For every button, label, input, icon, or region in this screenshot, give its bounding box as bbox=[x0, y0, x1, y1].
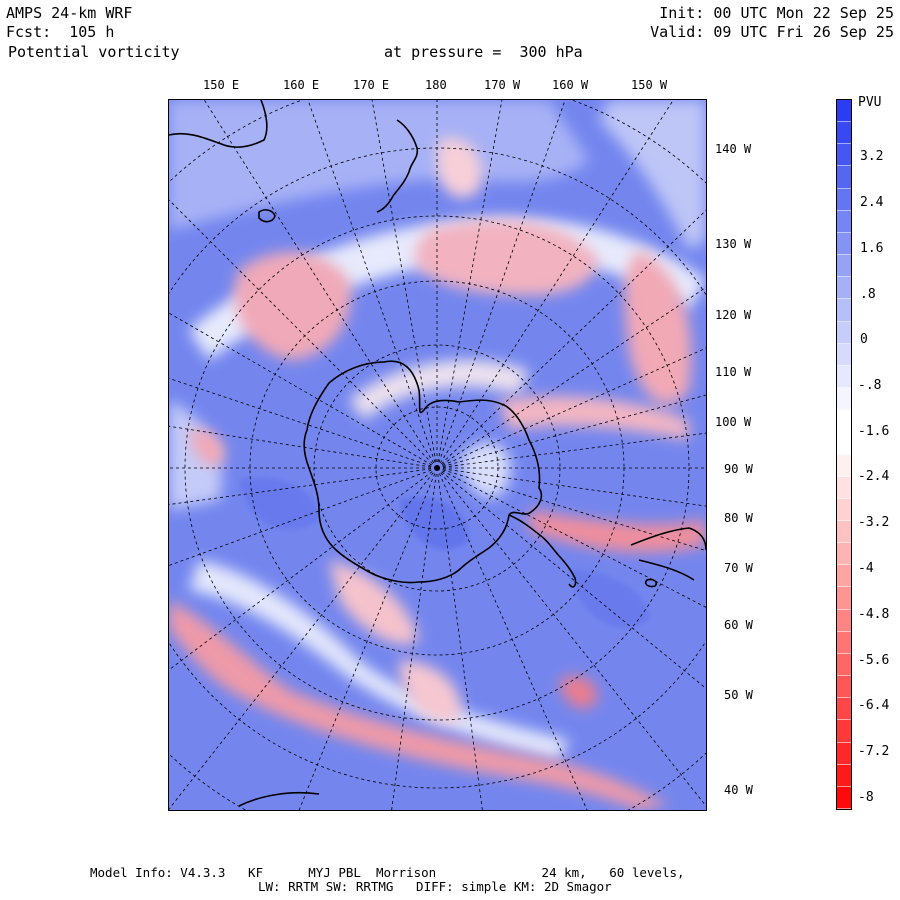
colorbar-label-1.6: 1.6 bbox=[860, 241, 884, 256]
colorbar-segment bbox=[837, 454, 851, 477]
colorbar-segment bbox=[837, 742, 851, 765]
colorbar-segment bbox=[837, 166, 851, 189]
australia-coastline bbox=[169, 100, 268, 148]
colorbar bbox=[836, 99, 852, 810]
pv-negative-areas bbox=[169, 138, 706, 810]
new-zealand-coastline bbox=[376, 119, 419, 213]
graticule-meridians bbox=[169, 100, 706, 810]
colorbar-label-neg2.4: -2.4 bbox=[858, 469, 890, 484]
colorbar-label-neg5.6: -5.6 bbox=[858, 653, 890, 668]
lon-label-170w: 170 W bbox=[484, 78, 521, 92]
colorbar-segment bbox=[837, 144, 851, 167]
colorbar-label-neg7.2: -7.2 bbox=[858, 744, 890, 759]
valid-time: Valid: 09 UTC Fri 26 Sep 25 bbox=[650, 23, 894, 41]
colorbar-label-3.2: 3.2 bbox=[860, 149, 884, 164]
lon-label-160e: 160 E bbox=[283, 78, 320, 92]
colorbar-segment bbox=[837, 210, 851, 233]
colorbar-unit: PVU bbox=[858, 95, 882, 110]
lon-label-140w: 140 W bbox=[715, 142, 752, 156]
colorbar-segment bbox=[837, 476, 851, 499]
colorbar-segment bbox=[837, 388, 851, 411]
colorbar-segment bbox=[837, 609, 851, 632]
colorbar-segment bbox=[837, 676, 851, 699]
lon-label-50w: 50 W bbox=[724, 688, 753, 702]
physics-info-line: LW: RRTM SW: RRTMG DIFF: simple KM: 2D S… bbox=[258, 879, 612, 894]
lon-label-180: 180 bbox=[425, 78, 447, 92]
colorbar-segment bbox=[837, 343, 851, 366]
colorbar-label-neg1.6: -1.6 bbox=[858, 424, 890, 439]
pv-strong-positive-areas bbox=[239, 477, 649, 628]
colorbar-segment bbox=[837, 720, 851, 743]
colorbar-segment bbox=[837, 100, 851, 123]
colorbar-label-neg8: -8 bbox=[858, 790, 874, 805]
colorbar-label-neg4.8: -4.8 bbox=[858, 607, 890, 622]
forecast-hour: Fcst: 105 h bbox=[6, 23, 115, 41]
colorbar-segment bbox=[837, 520, 851, 544]
colorbar-label-0.8: .8 bbox=[860, 287, 876, 302]
colorbar-label-2.4: 2.4 bbox=[860, 195, 884, 210]
potential-vorticity-map bbox=[168, 99, 707, 811]
colorbar-segment bbox=[837, 277, 851, 300]
colorbar-label-0: 0 bbox=[860, 332, 868, 347]
lon-label-90w: 90 W bbox=[724, 462, 753, 476]
lon-label-150e: 150 E bbox=[203, 78, 240, 92]
colorbar-segment bbox=[837, 631, 851, 654]
lon-label-160w: 160 W bbox=[552, 78, 589, 92]
falklands-coastline bbox=[644, 578, 658, 588]
colorbar-segment bbox=[837, 543, 851, 566]
init-time: Init: 00 UTC Mon 22 Sep 25 bbox=[659, 4, 894, 22]
lon-label-100w: 100 W bbox=[715, 415, 752, 429]
colorbar-label-neg6.4: -6.4 bbox=[858, 698, 890, 713]
lon-label-80w: 80 W bbox=[724, 511, 753, 525]
colorbar-label-neg4: -4 bbox=[858, 561, 874, 576]
colorbar-segment bbox=[837, 255, 851, 278]
antarctica-bottom-coastline bbox=[238, 791, 320, 807]
colorbar-segment bbox=[837, 365, 851, 389]
lon-label-70w: 70 W bbox=[724, 561, 753, 575]
south-america-coastline bbox=[630, 527, 706, 581]
field-name: Potential vorticity bbox=[8, 43, 180, 61]
colorbar-segment bbox=[837, 565, 851, 588]
lon-label-120w: 120 W bbox=[715, 308, 752, 322]
map-canvas bbox=[169, 100, 706, 810]
colorbar-segment bbox=[837, 232, 851, 256]
colorbar-segment bbox=[837, 188, 851, 211]
colorbar-segment bbox=[837, 498, 851, 521]
lon-label-110w: 110 W bbox=[715, 365, 752, 379]
colorbar-label-neg0.8: -.8 bbox=[858, 378, 882, 393]
antarctic-peninsula-coastline bbox=[508, 514, 577, 588]
tasmania-coastline bbox=[258, 209, 276, 223]
colorbar-segment bbox=[837, 764, 851, 787]
lon-label-40w: 40 W bbox=[724, 783, 753, 797]
colorbar-segment bbox=[837, 587, 851, 610]
coastlines bbox=[169, 100, 706, 807]
lon-label-60w: 60 W bbox=[724, 618, 753, 632]
colorbar-segment bbox=[837, 786, 851, 809]
lon-label-130w: 130 W bbox=[715, 237, 752, 251]
model-info-line: Model Info: V4.3.3 KF MYJ PBL Morrison 2… bbox=[90, 865, 685, 880]
model-title: AMPS 24-km WRF bbox=[6, 4, 133, 22]
colorbar-segment bbox=[837, 299, 851, 322]
colorbar-segment bbox=[837, 698, 851, 721]
lon-label-150w: 150 W bbox=[631, 78, 668, 92]
colorbar-label-neg3.2: -3.2 bbox=[858, 515, 890, 530]
pressure-level: at pressure = 300 hPa bbox=[384, 43, 583, 61]
colorbar-segment bbox=[837, 321, 851, 344]
lon-label-170e: 170 E bbox=[353, 78, 390, 92]
colorbar-segment bbox=[837, 653, 851, 677]
colorbar-segment bbox=[837, 410, 851, 433]
colorbar-segment bbox=[837, 432, 851, 455]
colorbar-segment bbox=[837, 122, 851, 145]
